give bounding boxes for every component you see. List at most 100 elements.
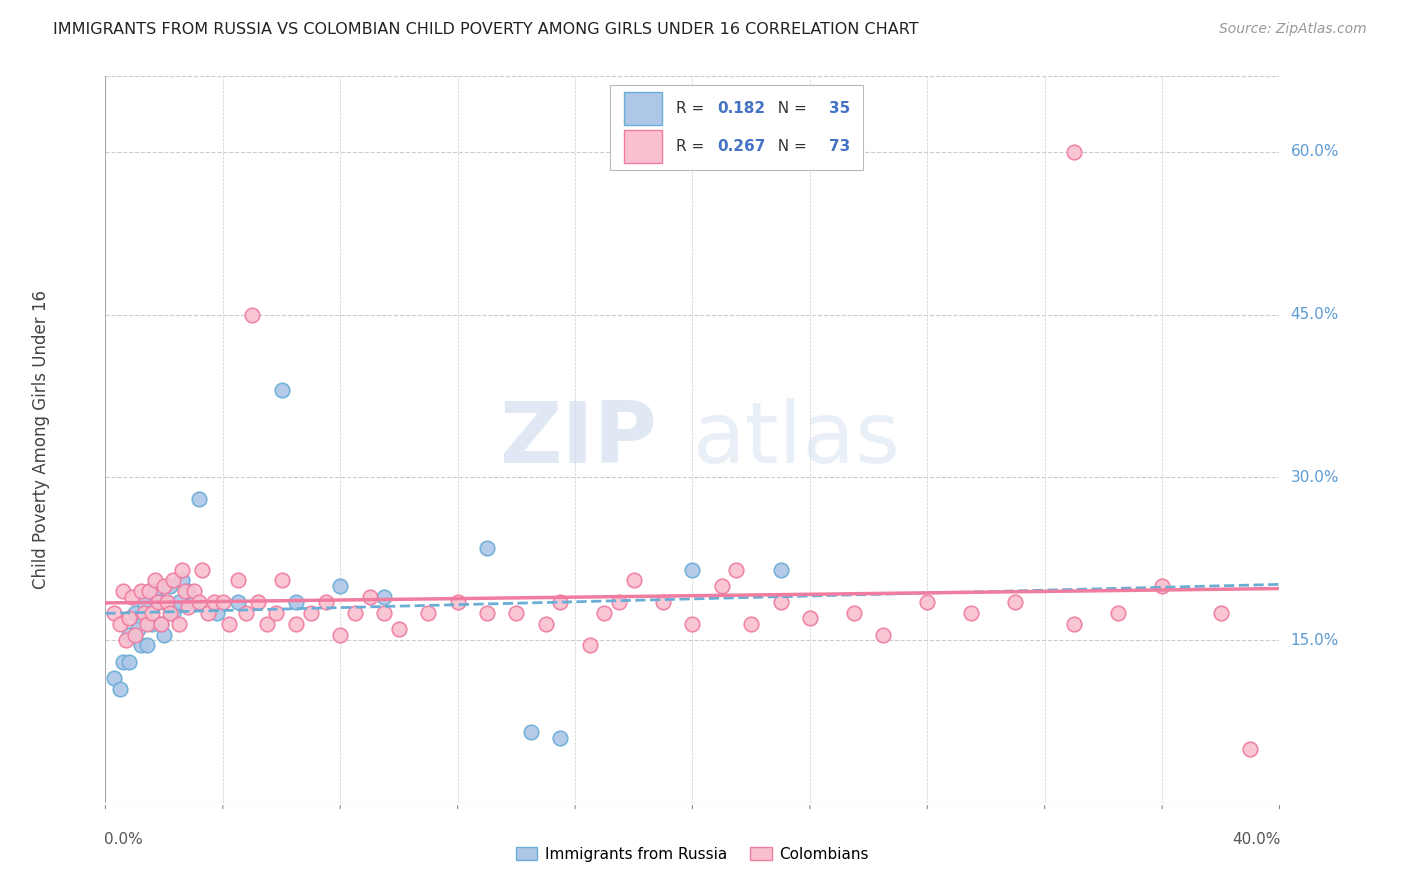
Point <box>173 584 195 599</box>
Point <box>150 616 173 631</box>
Text: 0.0%: 0.0% <box>104 832 143 847</box>
Text: 15.0%: 15.0% <box>1291 632 1339 648</box>
Text: 45.0%: 45.0% <box>1291 307 1339 322</box>
Point <box>132 606 155 620</box>
Point <box>108 681 131 696</box>
Point <box>550 731 572 745</box>
Point <box>299 606 322 620</box>
Point <box>124 627 146 641</box>
Point <box>176 584 198 599</box>
Point <box>388 622 411 636</box>
Point <box>150 616 173 631</box>
Point <box>118 611 141 625</box>
Point <box>112 655 135 669</box>
Point <box>329 579 352 593</box>
Point <box>534 616 557 631</box>
Point <box>118 627 141 641</box>
Point <box>578 639 600 653</box>
Point <box>710 579 733 593</box>
Point <box>202 595 225 609</box>
FancyBboxPatch shape <box>624 92 662 125</box>
Point <box>183 595 205 609</box>
Text: 73: 73 <box>828 139 849 153</box>
Point <box>138 584 160 599</box>
Point <box>135 616 157 631</box>
Point <box>1063 616 1085 631</box>
Point <box>162 606 184 620</box>
Point <box>607 595 630 609</box>
Point <box>329 627 352 641</box>
Point <box>129 639 152 653</box>
Point <box>270 574 292 588</box>
Point <box>143 584 166 599</box>
Point <box>141 606 163 620</box>
Point <box>917 595 939 609</box>
Point <box>1004 595 1026 609</box>
Point <box>138 584 160 599</box>
Point <box>103 671 125 685</box>
Point <box>1107 606 1129 620</box>
Point <box>218 616 240 631</box>
Point <box>167 595 190 609</box>
Point <box>682 562 704 576</box>
Point <box>475 541 498 555</box>
Point <box>264 606 287 620</box>
Text: IMMIGRANTS FROM RUSSIA VS COLOMBIAN CHILD POVERTY AMONG GIRLS UNDER 16 CORRELATI: IMMIGRANTS FROM RUSSIA VS COLOMBIAN CHIL… <box>53 22 920 37</box>
Point <box>156 595 179 609</box>
Text: 0.182: 0.182 <box>717 101 765 116</box>
Point <box>226 574 249 588</box>
Point <box>141 616 163 631</box>
Text: N =: N = <box>768 139 811 153</box>
Point <box>285 595 308 609</box>
Point <box>240 308 263 322</box>
Point <box>418 606 440 620</box>
FancyBboxPatch shape <box>610 85 863 170</box>
Point <box>1239 741 1261 756</box>
Point <box>740 616 762 631</box>
Point <box>167 616 190 631</box>
Point <box>143 574 166 588</box>
Point <box>153 627 176 641</box>
Point <box>118 655 141 669</box>
Text: 35: 35 <box>828 101 849 116</box>
Point <box>191 562 214 576</box>
Point <box>226 595 249 609</box>
Point <box>1209 606 1232 620</box>
Point <box>475 606 498 620</box>
Point <box>124 606 146 620</box>
Point <box>799 611 821 625</box>
Point <box>176 600 198 615</box>
Point <box>108 616 131 631</box>
Text: 40.0%: 40.0% <box>1232 832 1281 847</box>
Point <box>159 579 181 593</box>
Point <box>550 595 572 609</box>
Point <box>359 590 381 604</box>
Point <box>183 584 205 599</box>
Text: Child Poverty Among Girls Under 16: Child Poverty Among Girls Under 16 <box>32 290 49 589</box>
Point <box>270 384 292 398</box>
Point <box>447 595 470 609</box>
Point <box>1063 145 1085 159</box>
Point <box>769 562 792 576</box>
Point <box>285 616 308 631</box>
Point <box>121 590 143 604</box>
Point <box>197 606 219 620</box>
FancyBboxPatch shape <box>624 130 662 162</box>
Point <box>170 562 193 576</box>
Point <box>505 606 527 620</box>
Text: N =: N = <box>768 101 811 116</box>
Point <box>725 562 748 576</box>
Point <box>148 595 170 609</box>
Point <box>652 595 675 609</box>
Text: 60.0%: 60.0% <box>1291 145 1339 160</box>
Point <box>103 606 125 620</box>
Point <box>1150 579 1173 593</box>
Point <box>623 574 645 588</box>
Text: R =: R = <box>676 139 709 153</box>
Point <box>769 595 792 609</box>
Legend: Immigrants from Russia, Colombians: Immigrants from Russia, Colombians <box>510 840 875 868</box>
Point <box>188 491 211 506</box>
Point <box>153 595 176 609</box>
Point <box>132 595 155 609</box>
Point <box>211 595 233 609</box>
